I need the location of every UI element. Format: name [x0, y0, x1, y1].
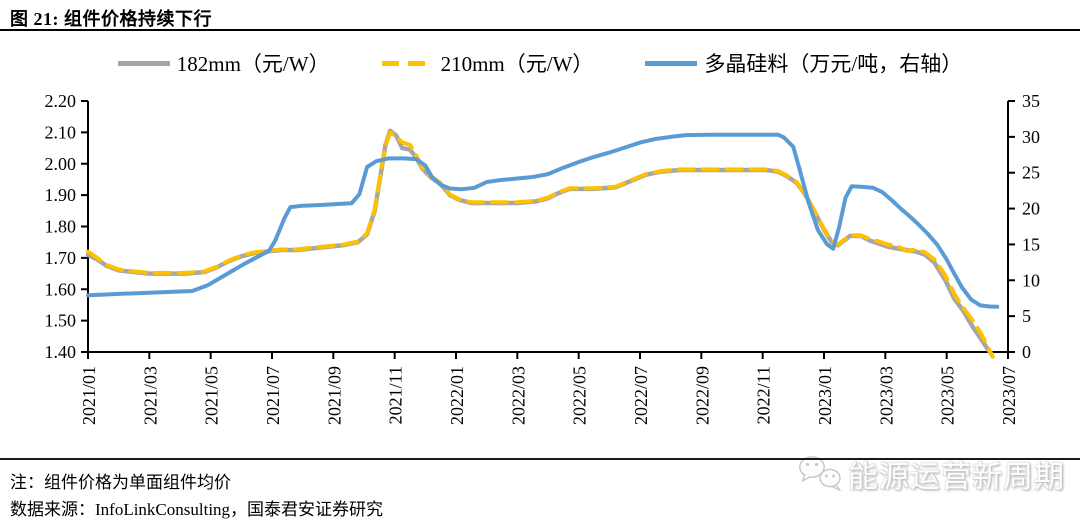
svg-text:25: 25	[1022, 163, 1040, 183]
svg-text:2022/03: 2022/03	[508, 366, 528, 425]
page-title: 图 21: 组件价格持续下行	[10, 9, 212, 29]
chart-svg: 2.20 2.10 2.00 1.90 1.80 1.70 1.60 1.50 1.40 35 30…	[45, 91, 1041, 425]
series-line-210mm	[86, 130, 995, 359]
svg-text:2021/07: 2021/07	[263, 366, 283, 425]
title-divider	[0, 29, 1080, 31]
svg-text:2021/09: 2021/09	[324, 366, 344, 425]
svg-text:15: 15	[1022, 234, 1040, 254]
svg-text:2.10: 2.10	[45, 122, 77, 142]
legend-swatch-polysilicon	[645, 60, 698, 66]
svg-text:20: 20	[1022, 199, 1040, 219]
svg-text:2021/11: 2021/11	[386, 366, 406, 424]
svg-text:1.60: 1.60	[45, 279, 77, 299]
right-axis-ticks: 35 30 25 20 15 10 5 0	[1008, 91, 1040, 362]
axes	[87, 101, 1009, 353]
legend-label-210mm: 210mm（元/W）	[440, 52, 594, 76]
wechat-icon	[799, 456, 842, 492]
svg-text:2023/03: 2023/03	[876, 366, 896, 425]
svg-text:1.80: 1.80	[45, 217, 77, 237]
svg-text:0: 0	[1022, 342, 1031, 362]
legend-item-polysilicon: 多晶硅料（万元/吨，右轴）	[645, 48, 962, 78]
left-axis-ticks: 2.20 2.10 2.00 1.90 1.80 1.70 1.60 1.50 1.40	[45, 91, 88, 362]
svg-text:2023/07: 2023/07	[999, 366, 1019, 425]
series-line-182mm	[85, 128, 994, 356]
chart-legend: 182mm（元/W） 210mm（元/W） 多晶硅料（万元/吨，右轴）	[0, 48, 1080, 78]
svg-text:1.90: 1.90	[45, 185, 77, 205]
svg-text:35: 35	[1022, 91, 1040, 111]
svg-text:2021/01: 2021/01	[79, 366, 99, 425]
legend-label-182mm: 182mm（元/W）	[176, 52, 330, 76]
svg-text:2022/07: 2022/07	[631, 366, 651, 425]
svg-text:2021/05: 2021/05	[202, 366, 222, 425]
legend-swatch-210mm	[381, 60, 434, 66]
legend-item-210mm: 210mm（元/W）	[381, 48, 594, 78]
watermark-text: 能源运营新周期	[848, 461, 1065, 494]
svg-text:1.70: 1.70	[45, 248, 77, 268]
svg-text:2.20: 2.20	[45, 91, 77, 111]
footer-divider	[0, 458, 1080, 460]
svg-text:2022/01: 2022/01	[447, 366, 467, 425]
svg-text:2023/01: 2023/01	[815, 366, 835, 425]
svg-text:2021/03: 2021/03	[140, 366, 160, 425]
svg-text:2022/09: 2022/09	[692, 366, 712, 425]
svg-text:2023/05: 2023/05	[938, 366, 958, 425]
svg-text:5: 5	[1022, 306, 1031, 326]
series-line-polysilicon	[86, 132, 1000, 309]
legend-swatch-182mm	[117, 60, 170, 66]
svg-text:2.00: 2.00	[45, 154, 77, 174]
svg-text:30: 30	[1022, 127, 1040, 147]
watermark-badge: 能源运营新周期	[792, 446, 1080, 502]
chart-note: 注：组件价格为单面组件均价	[10, 473, 231, 492]
svg-text:10: 10	[1022, 270, 1040, 290]
svg-text:1.40: 1.40	[45, 342, 77, 362]
legend-label-polysilicon: 多晶硅料（万元/吨，右轴）	[704, 52, 963, 76]
svg-text:1.50: 1.50	[45, 311, 77, 331]
x-axis-ticks: 2021/01 2021/03 2021/05 2021/07 2021/09 2021/…	[79, 352, 1019, 425]
legend-item-182mm: 182mm（元/W）	[117, 48, 330, 78]
svg-text:2022/05: 2022/05	[570, 366, 590, 425]
svg-text:2022/11: 2022/11	[754, 366, 774, 424]
chart-source: 数据来源：InfoLinkConsulting，国泰君安证券研究	[10, 500, 384, 519]
